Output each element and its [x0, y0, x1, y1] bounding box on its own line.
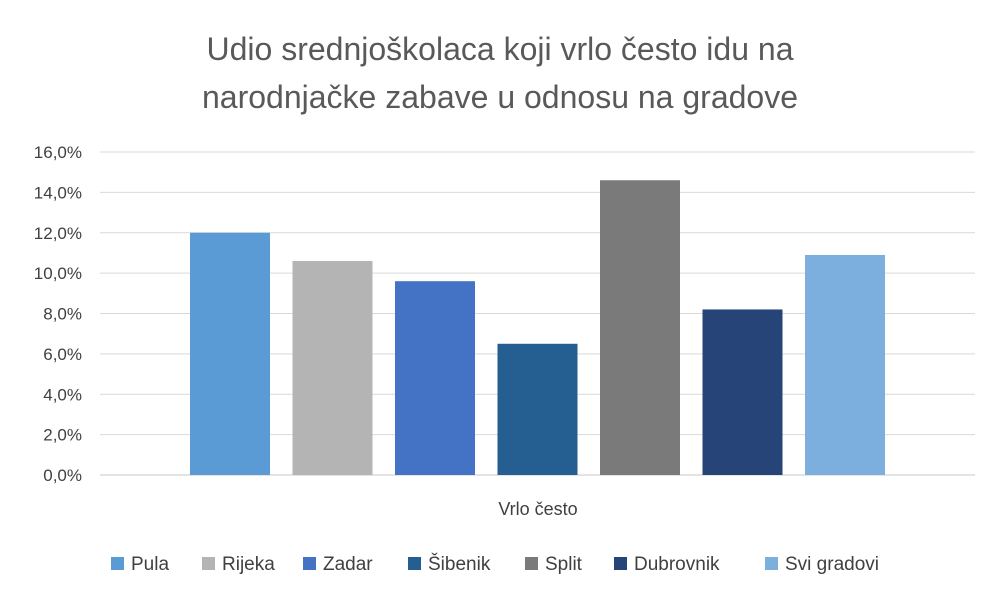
x-category-label: Vrlo često	[498, 499, 577, 519]
y-tick-label: 8,0%	[43, 305, 82, 324]
legend-label: Split	[545, 554, 583, 575]
y-tick-label: 12,0%	[34, 224, 82, 243]
legend-item: Split	[525, 554, 583, 575]
bar-svi-gradovi	[805, 254, 885, 475]
legend-label: Rijeka	[222, 554, 275, 575]
bar-split	[600, 180, 680, 475]
legend-swatch	[525, 557, 538, 570]
legend-swatch	[202, 557, 215, 570]
y-axis: 0,0% 2,0% 4,0% 6,0% 8,0% 10,0% 12,0% 14,0% 16,0%	[34, 143, 82, 485]
legend-item: Zadar	[303, 554, 373, 575]
bar-pula	[190, 232, 270, 475]
bar-dubrovnik	[702, 309, 783, 475]
y-tick-label: 6,0%	[43, 345, 82, 364]
legend-label: Svi gradovi	[785, 554, 879, 575]
y-tick-label: 16,0%	[34, 143, 82, 162]
legend-label: Šibenik	[428, 553, 491, 575]
legend-swatch	[303, 557, 316, 570]
bars	[190, 180, 885, 475]
x-axis: Vrlo često	[498, 499, 577, 519]
y-tick-label: 4,0%	[43, 385, 82, 404]
legend-swatch	[614, 557, 627, 570]
legend-swatch	[408, 557, 421, 570]
legend-label: Dubrovnik	[634, 554, 720, 575]
legend-item: Pula	[111, 554, 169, 575]
y-tick-label: 14,0%	[34, 183, 82, 202]
bar-rijeka	[292, 261, 373, 475]
title-line: narodnjačke zabave u odnosu na gradove	[202, 79, 798, 115]
legend-label: Zadar	[323, 554, 373, 575]
legend-item: Šibenik	[408, 553, 491, 575]
legend-item: Rijeka	[202, 554, 275, 575]
y-tick-label: 2,0%	[43, 426, 82, 445]
legend-item: Dubrovnik	[614, 554, 720, 575]
bar-zadar	[395, 281, 475, 475]
legend: Pula Rijeka Zadar Šibenik Split Dubrovnik Svi …	[111, 553, 879, 575]
y-tick-label: 10,0%	[34, 264, 82, 283]
title-line: Udio srednjoškolaca koji vrlo često idu …	[207, 31, 794, 67]
legend-swatch	[765, 557, 778, 570]
chart-title: Udio srednjoškolaca koji vrlo često idu …	[202, 31, 798, 115]
bar-šibenik	[497, 343, 578, 475]
legend-label: Pula	[131, 554, 169, 575]
legend-swatch	[111, 557, 124, 570]
y-tick-label: 0,0%	[43, 466, 82, 485]
legend-item: Svi gradovi	[765, 554, 879, 575]
